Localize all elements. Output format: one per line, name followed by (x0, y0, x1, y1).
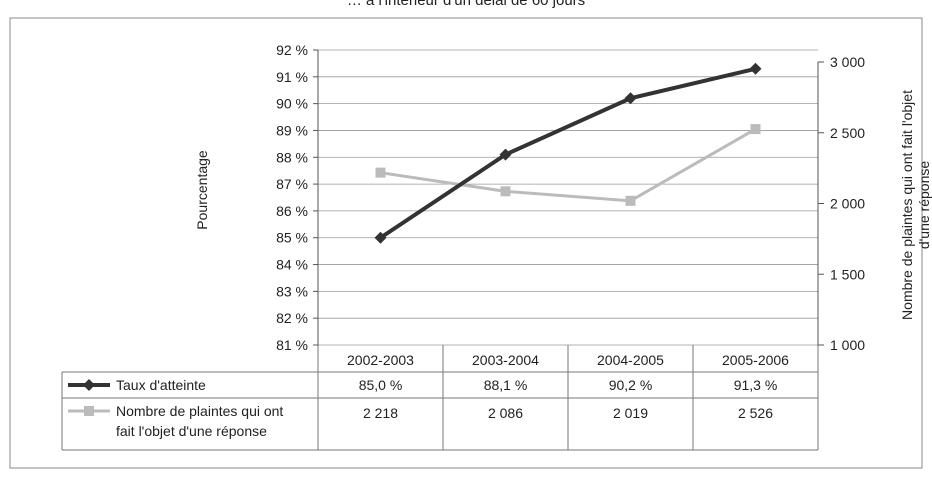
data-point-plaintes (500, 186, 511, 197)
x-category-label: 2004-2005 (597, 352, 664, 368)
legend-swatch-marker-taux (83, 379, 95, 391)
data-point-taux (374, 231, 387, 244)
table-value-taux: 90,2 % (609, 377, 653, 393)
table-value-taux: 88,1 % (484, 377, 528, 393)
y2-tick-label: 3 000 (830, 54, 865, 70)
y2-tick-label: 1 500 (830, 266, 865, 282)
y2-axis-title: d'une réponse (916, 161, 932, 250)
data-point-taux (624, 92, 637, 105)
y2-tick-label: 2 000 (830, 196, 865, 212)
data-point-taux (749, 62, 762, 75)
y-tick-label: 85 % (276, 230, 308, 246)
chart-title: … à l'intérieur d'un délai de 60 jours (346, 0, 586, 9)
y-tick-label: 90 % (276, 96, 308, 112)
x-category-label: 2003-2004 (472, 352, 539, 368)
legend-label-taux: Taux d'atteinte (116, 377, 206, 393)
series-line-taux (379, 66, 756, 240)
y-tick-label: 91 % (276, 69, 308, 85)
y-axis-title: Pourcentage (194, 150, 210, 230)
y-tick-label: 83 % (276, 283, 308, 299)
series-line-plaintes (380, 127, 757, 203)
y-tick-label: 82 % (276, 310, 308, 326)
legend-label-plaintes: Nombre de plaintes qui ont (116, 403, 283, 419)
table-value-plaintes: 2 086 (488, 405, 523, 421)
table-value-taux: 85,0 % (359, 377, 403, 393)
data-point-plaintes (625, 195, 636, 206)
legend-label-plaintes: fait l'objet d'une réponse (116, 423, 267, 439)
y2-tick-label: 2 500 (830, 125, 865, 141)
y2-tick-label: 1 000 (830, 337, 865, 353)
chart-frame (9, 17, 923, 469)
y2-axis-title: Nombre de plaintes qui ont fait l'objet (899, 90, 915, 320)
x-category-label: 2005-2006 (722, 352, 789, 368)
y-tick-label: 89 % (276, 122, 308, 138)
table-value-plaintes: 2 526 (738, 405, 773, 421)
data-point-taux (499, 148, 512, 161)
table-value-plaintes: 2 019 (613, 405, 648, 421)
y-tick-label: 86 % (276, 203, 308, 219)
data-point-plaintes (375, 167, 386, 178)
y-tick-label: 92 % (276, 42, 308, 58)
data-point-plaintes (750, 124, 761, 135)
y-tick-label: 84 % (276, 257, 308, 273)
table-value-plaintes: 2 218 (363, 405, 398, 421)
y-tick-label: 87 % (276, 176, 308, 192)
legend-swatch-marker-plaintes (84, 406, 94, 416)
y-tick-label: 81 % (276, 337, 308, 353)
y-tick-label: 88 % (276, 149, 308, 165)
table-value-taux: 91,3 % (734, 377, 778, 393)
x-category-label: 2002-2003 (347, 352, 414, 368)
